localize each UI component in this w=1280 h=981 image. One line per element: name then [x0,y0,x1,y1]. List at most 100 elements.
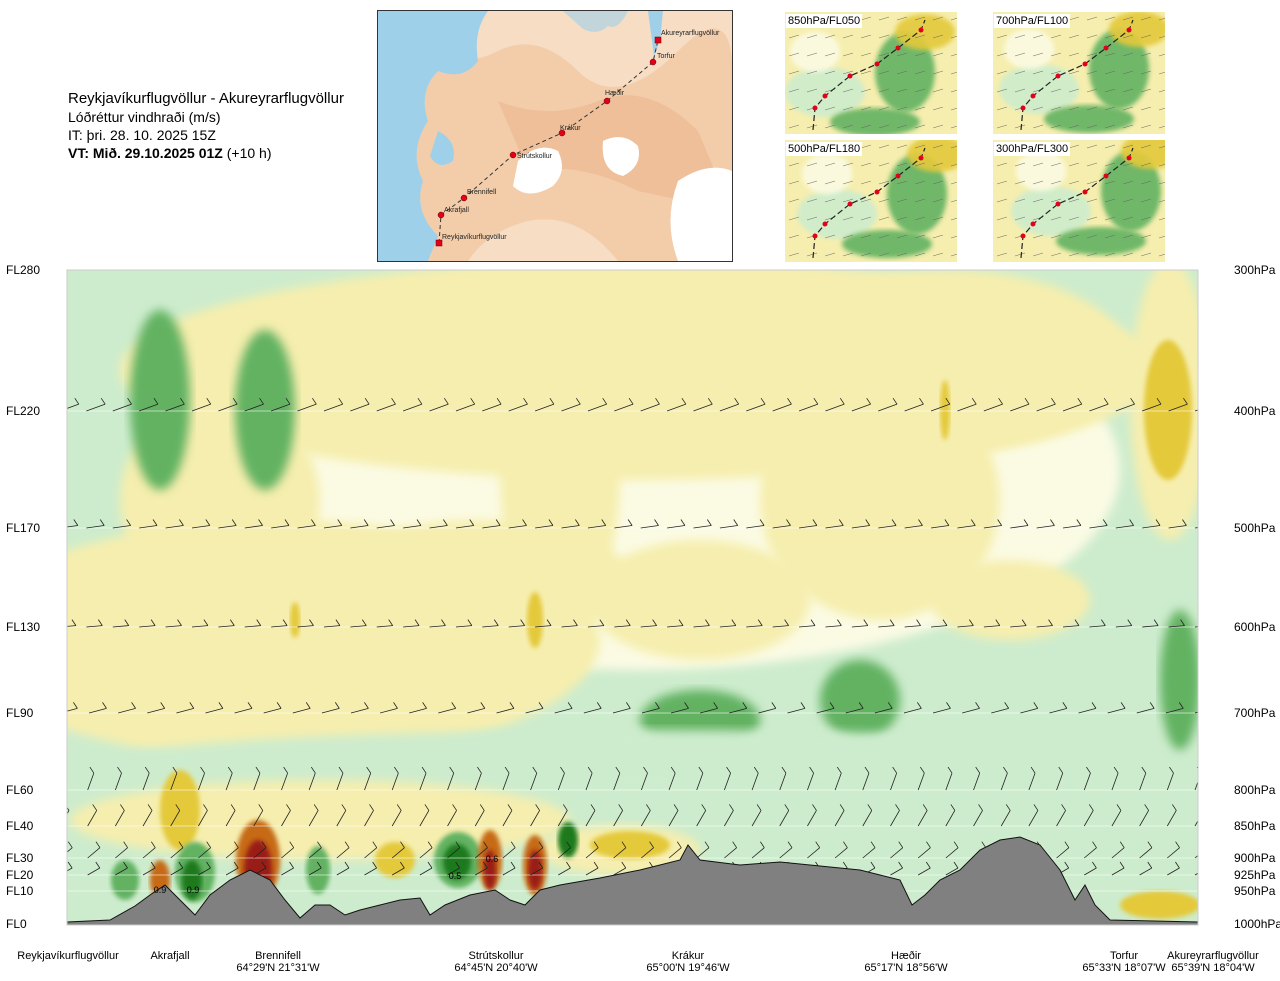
wind-barb [1139,772,1147,791]
mini-map-barb [860,252,872,257]
wind-barb [297,403,317,412]
mini-map-barb [1032,252,1044,257]
wind-barb [779,810,790,827]
wind-barb-flag [89,766,95,774]
wind-barb-flag [280,261,284,267]
wind-barb-flag [655,397,660,405]
wind-barb-flag [676,841,682,848]
wind-barb [336,847,350,859]
wind-barb-flag [1210,398,1214,404]
mini-map-500: 500hPa/FL180 [785,140,957,262]
mini-map-barb [950,253,957,257]
wind-barb [364,772,372,791]
wind-barb-flag [538,841,544,848]
wind-barb-flag [892,766,897,774]
mini-map-barb [932,252,944,257]
mini-map-point [895,45,901,51]
wind-barb-flag [144,766,150,774]
wind-barb-flag [1175,861,1180,869]
wind-barb-flag [189,702,195,709]
mini-map-barb [1014,216,1026,221]
wind-barb-flag [495,519,501,526]
fl-tick-label: FL130 [6,620,41,634]
mini-map-barb [932,88,944,93]
wind-barb-flag [621,861,627,869]
mini-map-barb [896,106,908,111]
map-point-torfur [649,58,657,66]
wind-barb [890,810,900,827]
wind-barb [191,525,210,529]
wind-barb [112,625,129,628]
location-name: Brennifell [255,950,301,962]
mini-map-barb [914,162,926,167]
wind-barb-flag [73,519,79,526]
wind-barb [640,772,648,791]
wind-barb [772,625,789,628]
wind-barb-flag [734,397,740,405]
wind-barb [67,847,73,853]
wind-barb-flag [179,519,184,526]
wind-barb-flag [483,841,488,848]
wind-barb [962,707,980,714]
wind-barb-flag [1074,619,1080,626]
wind-barb-flag [615,766,621,774]
wind-barb [693,525,712,529]
wind-barb [917,847,931,859]
velocity-contour [443,844,471,880]
wind-barb [1166,810,1177,827]
mini-map-barb [878,124,890,129]
mini-map-point [895,173,901,179]
wind-barb [380,707,398,714]
wind-barb-flag [1116,804,1122,811]
mini-map-barb [806,252,818,257]
pressure-tick-label: 925hPa [1234,868,1276,882]
wind-barb-flag [1024,397,1030,405]
wind-barb-flag [1076,519,1082,526]
wind-barb-flag [317,841,322,848]
mini-map-barb [914,70,926,75]
mini-map-barb [1086,34,1098,39]
wind-barb [263,707,282,714]
wind-barb-flag [813,397,819,405]
mini-map-barb [950,107,957,111]
mini-map-barb [1140,216,1152,221]
barb-row [67,397,1214,412]
mini-map-barb [996,124,1008,129]
wind-barb [874,707,893,714]
wind-barb-flag [92,804,98,811]
mini-map-barb [896,216,908,221]
mini-map-barb [996,234,1008,239]
wind-barb-flag [1144,804,1149,811]
wind-barb [746,525,765,529]
mini-map-barb [860,234,872,239]
wind-barb [87,772,95,791]
mini-map-barb [1122,180,1134,185]
mini-map-barb [806,124,818,129]
velocity-contour [290,602,300,638]
wind-barb-flag [150,841,156,848]
wind-barb-flag [180,397,185,405]
wind-barb [271,403,291,412]
wind-barb [957,525,976,529]
mini-map-barb [806,70,818,75]
wind-barb-flag [784,619,789,626]
wind-barb [640,525,659,529]
pressure-tick-label: 500hPa [1234,521,1276,535]
mini-map-barb [1014,198,1026,203]
location-name: Strútskollur [468,950,524,962]
mini-map-label: 700hPa/FL100 [994,14,1071,28]
wind-barb-flag [1033,804,1039,811]
wind-barb-flag [99,519,105,526]
wind-barb [640,625,657,628]
mini-map-barb [1158,145,1165,149]
wind-barb-flag [1050,519,1055,526]
velocity-contour [590,540,810,660]
wind-barb-flag [451,702,457,709]
wind-barb-flag [1171,804,1177,811]
mini-map-barb [914,198,926,203]
wind-barb-flag [231,519,237,526]
wind-barb [114,772,122,791]
wind-barb-flag [1058,766,1064,774]
mini-map-barb [1140,252,1152,257]
mini-map-barb [1140,124,1152,129]
